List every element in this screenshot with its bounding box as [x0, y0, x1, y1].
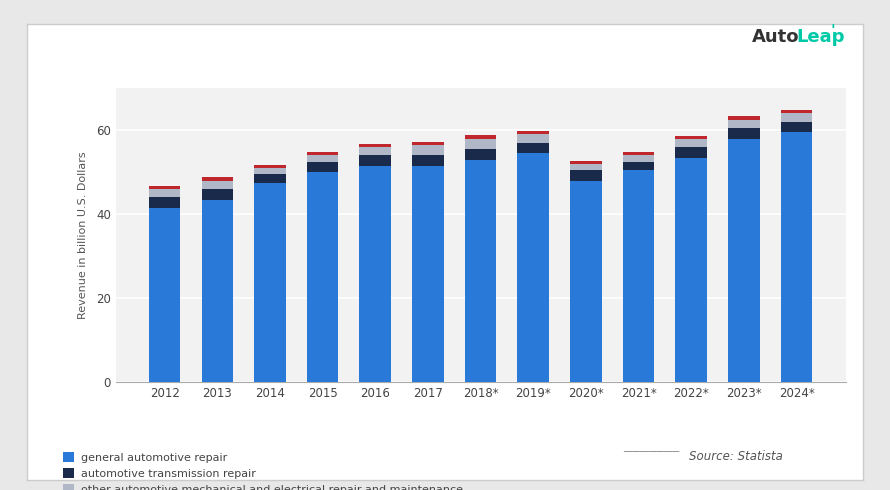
Text: Source: Statista: Source: Statista — [690, 450, 783, 463]
Bar — [623, 155, 654, 162]
Text: ─────────: ───────── — [623, 447, 679, 457]
Legend: general automotive repair, automotive transmission repair, other automotive mech: general automotive repair, automotive tr… — [63, 452, 463, 490]
Bar — [201, 189, 233, 199]
Bar — [676, 139, 707, 147]
Bar — [728, 139, 760, 382]
Bar — [517, 153, 549, 382]
Bar — [728, 120, 760, 128]
Y-axis label: Revenue in billion U.S. Dollars: Revenue in billion U.S. Dollars — [77, 151, 87, 319]
Bar — [781, 110, 813, 113]
Bar — [255, 165, 286, 168]
Bar — [412, 155, 444, 166]
Bar — [676, 157, 707, 382]
Bar — [465, 135, 497, 139]
Bar — [781, 122, 813, 132]
Bar — [360, 147, 391, 155]
Bar — [517, 143, 549, 153]
Bar — [360, 144, 391, 147]
Bar — [676, 147, 707, 157]
Bar — [307, 152, 338, 155]
Text: ': ' — [830, 24, 835, 39]
Bar — [255, 174, 286, 183]
Bar — [570, 161, 602, 164]
Bar — [412, 145, 444, 155]
Bar — [149, 197, 181, 208]
Bar — [570, 181, 602, 382]
Bar — [465, 160, 497, 382]
Bar — [728, 116, 760, 120]
Bar — [623, 162, 654, 170]
Bar — [360, 166, 391, 382]
Text: Auto: Auto — [752, 28, 799, 46]
Bar — [307, 155, 338, 162]
Bar — [465, 139, 497, 149]
Bar — [570, 170, 602, 181]
Bar — [517, 134, 549, 143]
Bar — [676, 136, 707, 139]
Bar — [149, 189, 181, 197]
Bar — [360, 155, 391, 166]
Bar — [201, 181, 233, 189]
Bar — [412, 166, 444, 382]
Bar — [465, 149, 497, 160]
Bar — [623, 152, 654, 155]
Bar — [728, 128, 760, 139]
Bar — [255, 168, 286, 174]
Bar — [307, 172, 338, 382]
Bar — [201, 177, 233, 181]
Bar — [781, 113, 813, 122]
Bar — [781, 132, 813, 382]
Bar — [149, 186, 181, 189]
Bar — [570, 164, 602, 170]
Bar — [517, 131, 549, 134]
Text: Leap: Leap — [797, 28, 845, 46]
Bar — [412, 142, 444, 145]
Bar — [201, 199, 233, 382]
Bar — [255, 183, 286, 382]
Bar — [623, 170, 654, 382]
Bar — [149, 208, 181, 382]
Bar — [307, 162, 338, 172]
